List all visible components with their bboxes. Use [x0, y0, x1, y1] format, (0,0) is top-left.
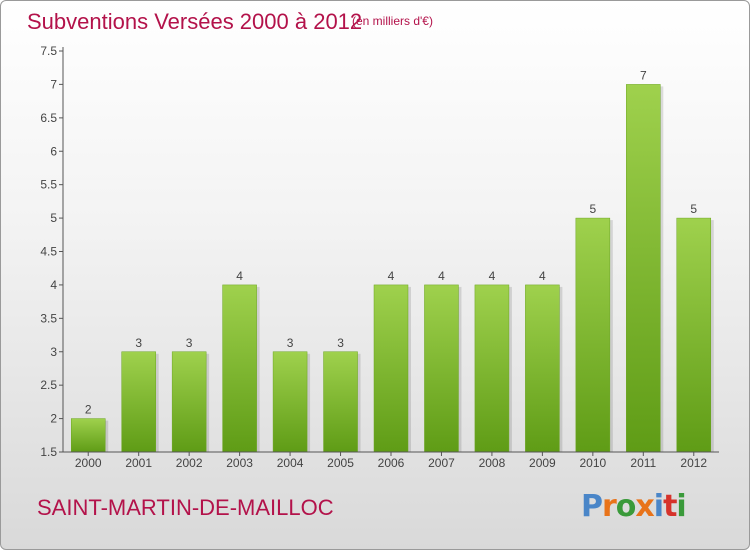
bars-layer: 2 3 3 4 3 3 4 4 4 4 5 7 5: [70, 68, 714, 453]
x-tick-label: 2007: [428, 456, 455, 470]
bar-value-label: 3: [135, 336, 142, 350]
bar-value-label: 4: [388, 269, 395, 283]
y-tick-label: 3: [50, 345, 57, 359]
unit-note: (en milliers d'€): [352, 14, 433, 28]
logo-letter: P: [581, 489, 603, 524]
bar-2010[interactable]: [575, 217, 611, 453]
y-tick-label: 4.5: [40, 245, 57, 259]
y-tick-label: 6: [50, 144, 57, 158]
x-tick-label: 2005: [327, 456, 354, 470]
bar-value-label: 7: [640, 68, 647, 82]
x-tick-label: 2011: [630, 456, 656, 470]
bar-value-label: 3: [337, 336, 344, 350]
bar-2011[interactable]: [626, 84, 661, 453]
x-tick-label: 2000: [75, 456, 102, 470]
bar-value-label: 5: [690, 202, 697, 216]
bar-value-label: 4: [236, 269, 243, 283]
bar-2008[interactable]: [474, 284, 510, 453]
bar-value-label: 4: [539, 269, 546, 283]
y-tick-label: 3.5: [40, 311, 57, 325]
bar-value-label: 3: [287, 336, 294, 350]
logo-letter: i: [653, 489, 664, 524]
bar-2004[interactable]: [272, 351, 308, 453]
x-tick-label: 2010: [579, 456, 606, 470]
proxiti-logo[interactable]: Proxiti: [581, 489, 687, 524]
commune-name: SAINT-MARTIN-DE-MAILLOC: [37, 495, 334, 520]
y-tick-label: 2.5: [40, 378, 57, 392]
bar-2012[interactable]: [676, 217, 712, 453]
y-tick-label: 5.5: [40, 178, 57, 192]
chart-title: Subventions Versées 2000 à 2012: [27, 9, 363, 34]
x-tick-label: 2009: [529, 456, 556, 470]
bar-2005[interactable]: [323, 351, 358, 453]
bar-2001[interactable]: [121, 351, 156, 453]
bar-value-label: 5: [590, 202, 597, 216]
x-tick-label: 2003: [226, 456, 253, 470]
y-tick-label: 4: [50, 278, 57, 292]
y-tick-label: 1.5: [40, 445, 57, 459]
logo-letter: o: [615, 489, 637, 524]
logo-letter: r: [602, 489, 617, 524]
bar-2002[interactable]: [171, 351, 207, 453]
x-tick-label: 2002: [176, 456, 203, 470]
logo-letter: i: [676, 489, 686, 524]
bar-value-label: 4: [489, 269, 496, 283]
logo-letter: x: [635, 489, 654, 524]
x-tick-label: 2001: [125, 456, 152, 470]
y-tick-label: 6.5: [40, 111, 57, 125]
y-tick-label: 7.5: [40, 44, 57, 58]
x-tick-label: 2012: [680, 456, 707, 470]
y-tick-label: 2: [50, 412, 57, 426]
bar-2009[interactable]: [525, 284, 560, 453]
x-tick-label: 2004: [277, 456, 304, 470]
logo-letter: t: [663, 489, 677, 524]
bar-value-label: 3: [186, 336, 193, 350]
x-tick-label: 2006: [378, 456, 405, 470]
bar-2003[interactable]: [222, 284, 257, 453]
x-tick-label: 2008: [479, 456, 506, 470]
bar-2000[interactable]: [70, 418, 106, 453]
bar-2006[interactable]: [373, 284, 409, 453]
y-tick-label: 5: [50, 211, 57, 225]
y-tick-label: 7: [50, 77, 57, 91]
bar-value-label: 4: [438, 269, 445, 283]
bar-value-label: 2: [85, 403, 92, 417]
axis-layer: 1.5 2 2.5 3 3.5 4 4.5 5 5.5 6 6.5 7 7.5 2000 2001 2002 2…: [40, 44, 719, 470]
bar-2007[interactable]: [424, 284, 459, 453]
